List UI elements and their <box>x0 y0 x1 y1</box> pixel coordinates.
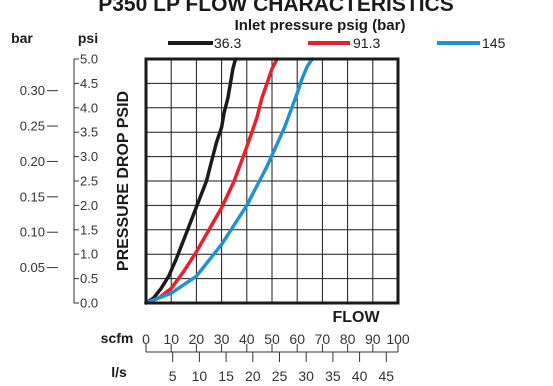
psi-tick-label: 4.0 <box>80 100 98 115</box>
bar-tick-label: 0.20 <box>20 154 45 169</box>
series-line-36.3 <box>144 57 238 305</box>
scfm-tick-label: 10 <box>163 331 179 347</box>
ls-tick-label: 20 <box>245 368 261 384</box>
bar-tick-label: 0.05 <box>20 260 45 275</box>
plot-border <box>144 57 400 305</box>
ls-tick-label: 25 <box>272 368 288 384</box>
bar-tick-label: 0.10 <box>20 225 45 240</box>
scfm-tick-label: 0 <box>142 331 150 347</box>
psi-tick-label: 3.5 <box>80 125 98 140</box>
y-unit-psi: psi <box>78 30 98 46</box>
y-axis-psi: 0.0 0.5 1.0 1.5 2.0 2.5 3.0 3.5 4.0 4.5 5.0 <box>73 52 98 311</box>
scfm-tick-label: 30 <box>214 331 230 347</box>
psi-tick-label: 4.5 <box>80 76 98 91</box>
ls-tick-label: 15 <box>218 368 234 384</box>
psi-tick-label: 3.0 <box>80 149 98 164</box>
bar-tick-label: 0.25 <box>20 119 45 134</box>
series-line-91.3 <box>144 57 279 305</box>
legend-title: Inlet pressure psig (bar) <box>235 17 406 34</box>
legend-label-36.3: 36.3 <box>214 35 241 51</box>
bar-tick-label: 0.30 <box>20 83 45 98</box>
psi-tick-label: 1.5 <box>80 222 98 237</box>
chart-title: P350 LP FLOW CHARACTERISTICS <box>98 0 453 16</box>
psi-tick-label: 1.0 <box>80 247 98 262</box>
legend-label-91.3: 91.3 <box>353 35 380 51</box>
series-line-145 <box>144 57 315 305</box>
scfm-tick-label: 50 <box>264 331 280 347</box>
grid <box>146 59 398 303</box>
ls-tick-label: 10 <box>192 368 208 384</box>
scfm-tick-label: 80 <box>340 331 356 347</box>
y-axis-label: PRESSURE DROP PSID <box>115 91 132 271</box>
psi-tick-label: 5.0 <box>80 52 98 67</box>
bar-tick-label: 0.15 <box>20 189 45 204</box>
scfm-tick-label: 20 <box>189 331 205 347</box>
scfm-tick-label: 90 <box>365 331 381 347</box>
psi-tick-label: 0.0 <box>80 296 98 311</box>
psi-tick-label: 0.5 <box>80 271 98 286</box>
x-unit-ls: l/s <box>111 364 127 380</box>
legend: 36.3 91.3 145 <box>168 35 506 51</box>
x-axis-label: FLOW <box>332 309 380 326</box>
x-unit-scfm: scfm <box>101 330 134 346</box>
x-axis-ls: 5 10 15 20 25 30 35 40 45 <box>169 352 394 384</box>
ls-tick-label: 40 <box>352 368 368 384</box>
psi-tick-label: 2.0 <box>80 198 98 213</box>
series-lines <box>144 57 315 305</box>
y-axis-bar: 0.05 0.10 0.15 0.20 0.25 0.30 <box>20 83 58 275</box>
legend-label-145: 145 <box>482 35 506 51</box>
psi-tick-label: 2.5 <box>80 174 98 189</box>
scfm-tick-label: 70 <box>315 331 331 347</box>
y-unit-bar: bar <box>11 30 33 46</box>
x-axis-scfm: 0 10 20 30 40 50 60 70 80 90 100 <box>142 331 410 353</box>
scfm-tick-label: 100 <box>386 331 410 347</box>
ls-tick-label: 35 <box>325 368 341 384</box>
ls-tick-label: 5 <box>169 368 177 384</box>
ls-tick-label: 45 <box>378 368 394 384</box>
scfm-tick-label: 60 <box>289 331 305 347</box>
scfm-tick-label: 40 <box>239 331 255 347</box>
ls-tick-label: 30 <box>298 368 314 384</box>
